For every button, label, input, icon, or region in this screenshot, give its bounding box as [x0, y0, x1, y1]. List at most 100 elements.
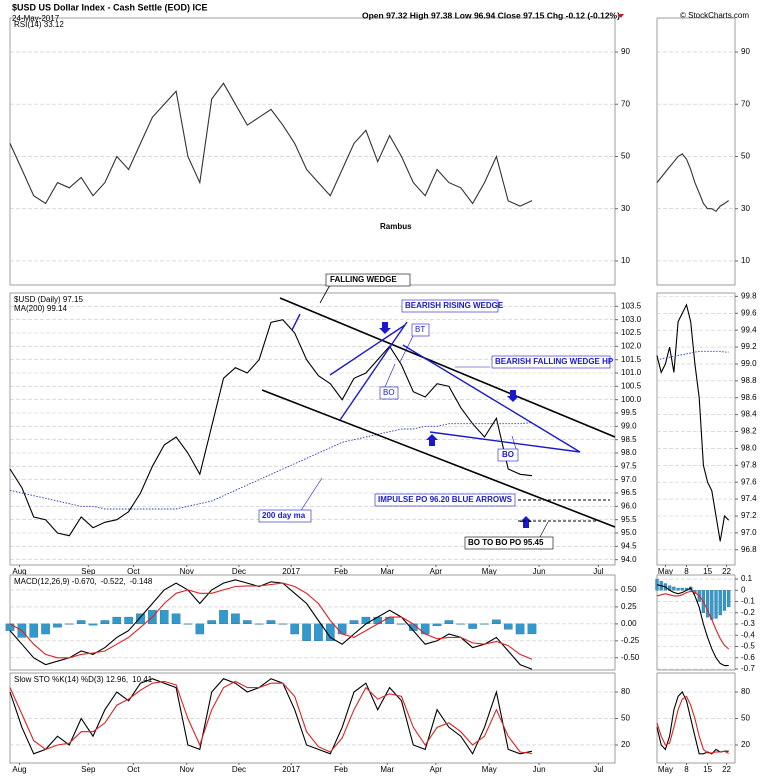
series-line: [656, 350, 729, 361]
histogram-bar: [219, 610, 228, 625]
histogram-bar: [159, 610, 169, 625]
y-tick-label: -0.1: [741, 597, 755, 606]
legend-entry: MA(200) 99.14: [14, 304, 67, 313]
y-tick-label: 70: [741, 99, 750, 108]
y-tick-label: 80: [621, 687, 630, 696]
histogram-bar: [136, 613, 145, 625]
x-tick-label: Aug: [12, 567, 26, 576]
rising-wedge-label: BEARISH RISING WEDGE: [405, 301, 504, 310]
y-tick-label: 98.0: [621, 448, 637, 457]
rising-wedge-top: [329, 324, 406, 376]
histogram-bar: [710, 590, 714, 620]
x-tick-label: Jul: [593, 567, 603, 576]
y-tick-label: 94.5: [621, 541, 637, 550]
pointer: [539, 521, 549, 538]
y-tick-label: 50: [621, 714, 630, 723]
y-tick-label: 98.6: [741, 393, 757, 402]
x-tick-label: 22: [722, 567, 731, 576]
histogram-bar: [397, 623, 406, 625]
x-tick-label: Feb: [334, 765, 348, 774]
histogram-bar: [100, 620, 110, 625]
x-tick-label: Nov: [180, 765, 194, 774]
label-box: [379, 386, 399, 400]
legend-entry: Slow STO %K(14) %D(3) 12.96,: [14, 675, 128, 684]
x-tick-label: 15: [703, 567, 712, 576]
histogram-bar: [456, 623, 466, 625]
panel-frame: [9, 574, 616, 671]
x-tick-label: Sep: [81, 567, 96, 576]
histogram-bar: [76, 620, 86, 625]
series-line: [656, 590, 730, 650]
y-tick-label: 95.5: [621, 515, 637, 524]
pointer: [399, 333, 415, 363]
x-tick-label: 8: [684, 765, 689, 774]
y-tick-label: 96.8: [741, 545, 757, 554]
pointer: [384, 363, 396, 388]
y-tick-label: 30: [621, 204, 630, 213]
x-tick-label: May: [482, 765, 497, 774]
panel-frame: [9, 17, 616, 286]
arrow-up: [426, 434, 438, 446]
y-tick-label: 99.6: [741, 308, 757, 317]
wedge-bottom: [261, 389, 616, 528]
arrow-down: [379, 322, 391, 334]
label-box: [401, 299, 499, 313]
label-box: [374, 493, 516, 507]
series-line: [656, 691, 729, 755]
histogram-bar: [195, 623, 205, 635]
falling-wedge-hp-label: BEARISH FALLING WEDGE HP: [495, 357, 614, 366]
x-tick-label: Feb: [334, 567, 348, 576]
x-tick-label: May: [658, 567, 673, 576]
histogram-bar: [492, 619, 501, 625]
histogram-bar: [722, 590, 727, 611]
pointer: [319, 284, 331, 304]
histogram-bar: [349, 620, 359, 625]
falling-wedge-label: FALLING WEDGE: [330, 275, 397, 284]
legend-entry: RSI(14) 33.12: [14, 20, 64, 29]
histogram-bar: [112, 616, 122, 625]
falling-wedge-bottom: [429, 431, 581, 453]
y-tick-label: -0.5: [741, 642, 755, 651]
x-tick-label: Jul: [593, 765, 603, 774]
arrow-down: [507, 390, 519, 402]
quote: Open 97.32 High 97.38 Low 96.94 Close 97…: [362, 10, 620, 20]
y-tick-label: 20: [621, 740, 630, 749]
y-tick-label: -0.7: [741, 664, 755, 673]
histogram-bar: [515, 623, 525, 635]
y-tick-label: 102.0: [621, 341, 642, 350]
pointer: [299, 477, 323, 513]
y-tick-label: 98.0: [741, 444, 757, 453]
x-tick-label: 2017: [282, 765, 300, 774]
x-tick-label: May: [482, 567, 497, 576]
x-tick-label: May: [658, 765, 673, 774]
bo-label: BO: [502, 450, 514, 459]
histogram-bar: [680, 587, 684, 591]
histogram-bar: [29, 623, 39, 638]
rising-wedge-bottom: [339, 321, 408, 421]
legend-entry: -0.148: [130, 577, 153, 586]
x-tick-label: 22: [722, 765, 731, 774]
histogram-bar: [290, 623, 300, 635]
series-line: [656, 695, 729, 754]
x-tick-label: Dec: [232, 765, 246, 774]
label-box: [491, 355, 611, 369]
y-tick-label: 97.8: [741, 460, 757, 469]
y-tick-label: 50: [741, 714, 750, 723]
histogram-bar: [65, 623, 74, 625]
y-tick-label: 70: [621, 99, 630, 108]
histogram-bar: [88, 623, 98, 626]
y-tick-label: 80: [741, 687, 750, 696]
y-tick-label: 97.2: [741, 511, 757, 520]
y-tick-label: 50: [741, 152, 750, 161]
histogram-bar: [420, 623, 430, 635]
y-tick-label: 98.8: [741, 376, 757, 385]
y-tick-label: 99.5: [621, 408, 637, 417]
histogram-bar: [183, 623, 193, 625]
histogram-bar: [266, 620, 276, 625]
y-tick-label: 0.25: [621, 602, 637, 611]
label-box: [497, 448, 519, 462]
y-tick-label: 30: [741, 204, 750, 213]
histogram-bar: [480, 623, 489, 625]
series-line: [9, 319, 533, 537]
y-tick-label: 98.5: [621, 435, 637, 444]
